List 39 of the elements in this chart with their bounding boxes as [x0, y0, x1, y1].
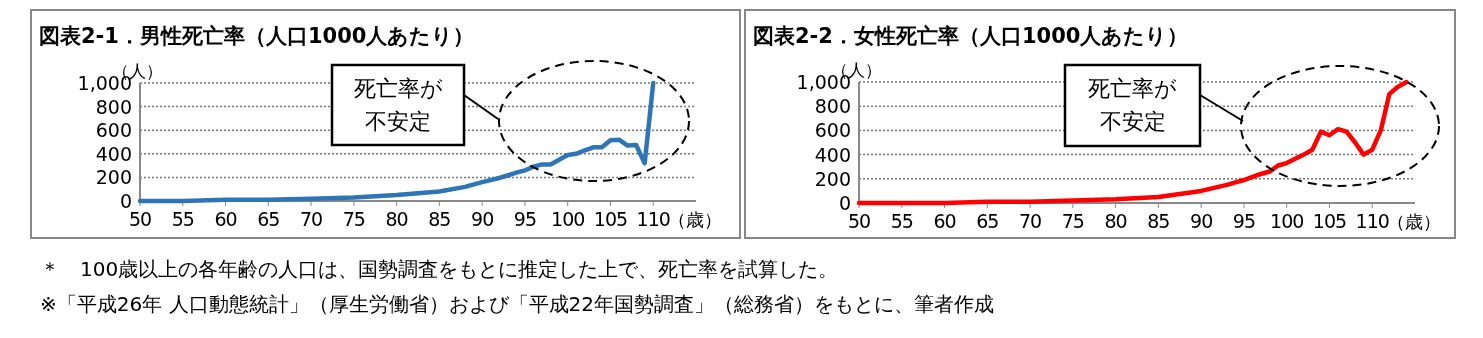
x-tick-label: 75: [1061, 210, 1084, 232]
x-tick-label: 105: [1312, 210, 1347, 232]
annotation: 死亡率が不安定: [353, 76, 443, 134]
x-tick-label: 60: [214, 208, 237, 230]
x-tick-label: 60: [933, 210, 956, 232]
x-tick-label: 110: [636, 208, 670, 230]
line-series: [856, 79, 1409, 206]
x-tick-label: 85: [1147, 210, 1170, 232]
y-tick-label: 800: [814, 95, 851, 118]
x-tick-label: 55: [890, 210, 913, 232]
x-tick-label: 85: [428, 208, 451, 230]
x-tick-label: 55: [171, 208, 194, 230]
x-tick-label: 65: [976, 210, 999, 232]
x-tick-label: 90: [471, 208, 494, 230]
x-tick-label: 70: [299, 208, 323, 230]
annotation: 死亡率が不安定: [1088, 76, 1177, 134]
y-tick-label: 600: [814, 119, 851, 142]
y-tick-label: 400: [95, 142, 132, 165]
x-tick-label: 100: [1270, 210, 1304, 232]
y-tick-label: 400: [814, 143, 851, 166]
y-tick-label: 800: [95, 95, 132, 118]
text: ※「平成26年 人口動態統計」（厚生労働省）および「平成22年国勢調査」（総務省）をもとに、筆者作成: [40, 292, 995, 316]
chart-title: 図表2-1．男性死亡率（人口1000人あたり）: [39, 24, 475, 48]
chart-title: 図表2-2．女性死亡率（人口1000人あたり）: [753, 24, 1189, 48]
y-tick-label: 200: [95, 166, 132, 189]
x-tick-label: 65: [257, 208, 280, 230]
y-tick-label: 200: [814, 167, 851, 190]
text: ＊ 100歳以上の各年齢の人口は、国勢調査をもとに推定した上で、死亡率を試算した。: [40, 257, 839, 281]
x-tick-label: 75: [342, 208, 365, 230]
x-tick-label: 80: [385, 208, 408, 230]
x-tick-label: 95: [1232, 210, 1256, 232]
x-tick-label: 110: [1355, 210, 1389, 232]
x-tick-label: 100: [551, 208, 585, 230]
x-tick-label: 95: [513, 208, 537, 230]
x-tick-label: 80: [1104, 210, 1127, 232]
y-tick-label: 600: [95, 119, 132, 142]
x-tick-label: 105: [593, 208, 628, 230]
x-tick-label: 90: [1190, 210, 1213, 232]
x-tick-label: 70: [1018, 210, 1042, 232]
